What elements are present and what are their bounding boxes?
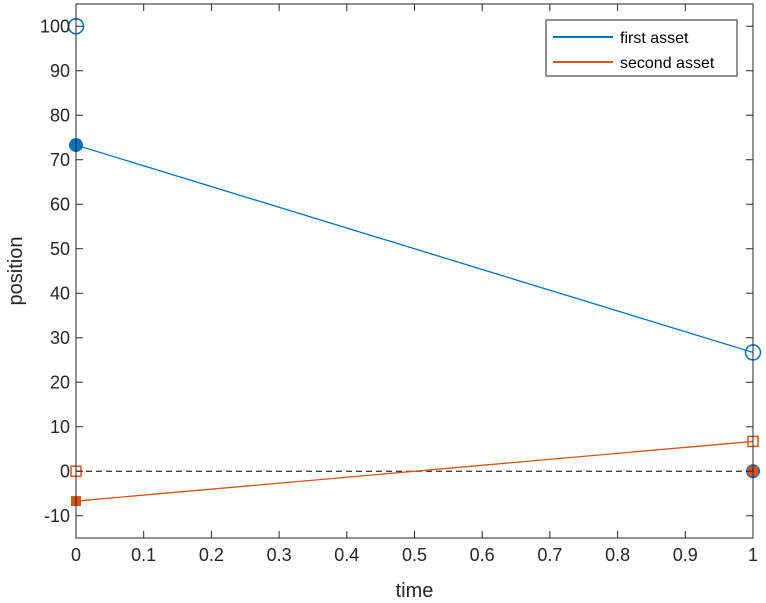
y-tick-label: 30 [50, 328, 70, 348]
y-tick-label: 80 [50, 105, 70, 125]
y-tick-label: 10 [50, 417, 70, 437]
x-tick-label: 0.5 [402, 545, 427, 565]
series-line-second-asset [75, 440, 754, 502]
plot-area [76, 4, 753, 538]
x-tick-label: 0.8 [605, 545, 630, 565]
y-tick-label: 70 [50, 150, 70, 170]
x-tick-label: 0.1 [131, 545, 156, 565]
y-tick-label: 90 [50, 61, 70, 81]
x-tick-label: 0 [71, 545, 81, 565]
y-tick-label: 50 [50, 239, 70, 259]
y-tick-label: -10 [44, 506, 70, 526]
y-tick-label: 20 [50, 372, 70, 392]
legend-label-first-asset: first asset [620, 30, 689, 47]
x-tick-label: 1 [748, 545, 758, 565]
x-tick-label: 0.7 [537, 545, 562, 565]
legend-label-second-asset: second asset [620, 55, 715, 72]
y-tick-label: 40 [50, 283, 70, 303]
y-axis-label: position [5, 237, 27, 306]
y-tick-label: 100 [40, 16, 70, 36]
legend-box [545, 19, 738, 77]
x-axis-label: time [396, 580, 434, 602]
legend: first asset second asset [545, 19, 738, 77]
x-tick-label: 0.3 [267, 545, 292, 565]
ticks-layer: 0 0.1 0.2 0.3 0.4 0.5 0.6 0.7 0.8 0.9 1-1001020304… [40, 4, 758, 565]
x-tick-label: 0.2 [199, 545, 224, 565]
x-tick-label: 0.6 [470, 545, 495, 565]
y-tick-label: 60 [50, 194, 70, 214]
series-line-first-asset [75, 144, 754, 354]
x-tick-label: 0.9 [673, 545, 698, 565]
series-layer [67, 18, 762, 507]
y-tick-label: 0 [60, 461, 70, 481]
x-tick-label: 0.4 [334, 545, 359, 565]
